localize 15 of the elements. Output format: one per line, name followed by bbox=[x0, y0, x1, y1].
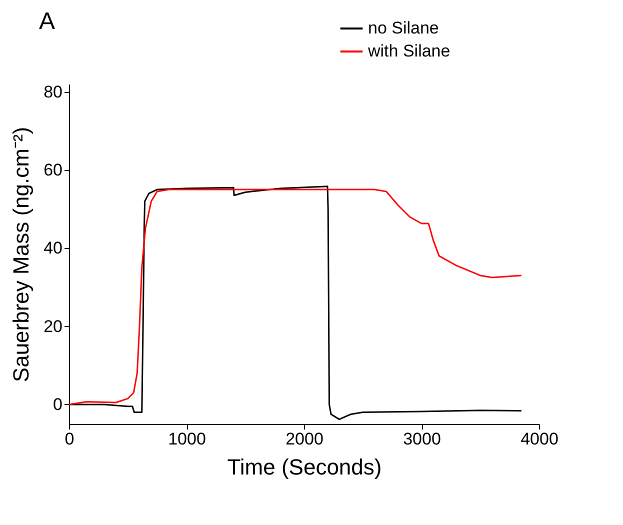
x-tick-label: 2000 bbox=[286, 430, 324, 448]
text: A bbox=[39, 8, 56, 35]
legend-label: no Silane bbox=[368, 18, 439, 38]
legend-label: with Silane bbox=[367, 42, 450, 60]
x-tick-label: 3000 bbox=[403, 430, 441, 448]
x-tick-label: 4000 bbox=[520, 430, 558, 448]
y-tick-label: 80 bbox=[44, 82, 62, 102]
x-tick-label: 1000 bbox=[168, 430, 206, 448]
y-tick-label: 40 bbox=[44, 238, 62, 258]
x-axis-title: Time (Seconds) bbox=[227, 454, 382, 480]
y-axis-title: Sauerbrey Mass (ng.cm⁻²) bbox=[8, 126, 34, 382]
x-tick-label: 0 bbox=[64, 430, 74, 448]
y-tick-label: 60 bbox=[44, 160, 62, 180]
y-tick-label: 0 bbox=[53, 394, 62, 414]
y-tick-label: 20 bbox=[44, 316, 62, 336]
